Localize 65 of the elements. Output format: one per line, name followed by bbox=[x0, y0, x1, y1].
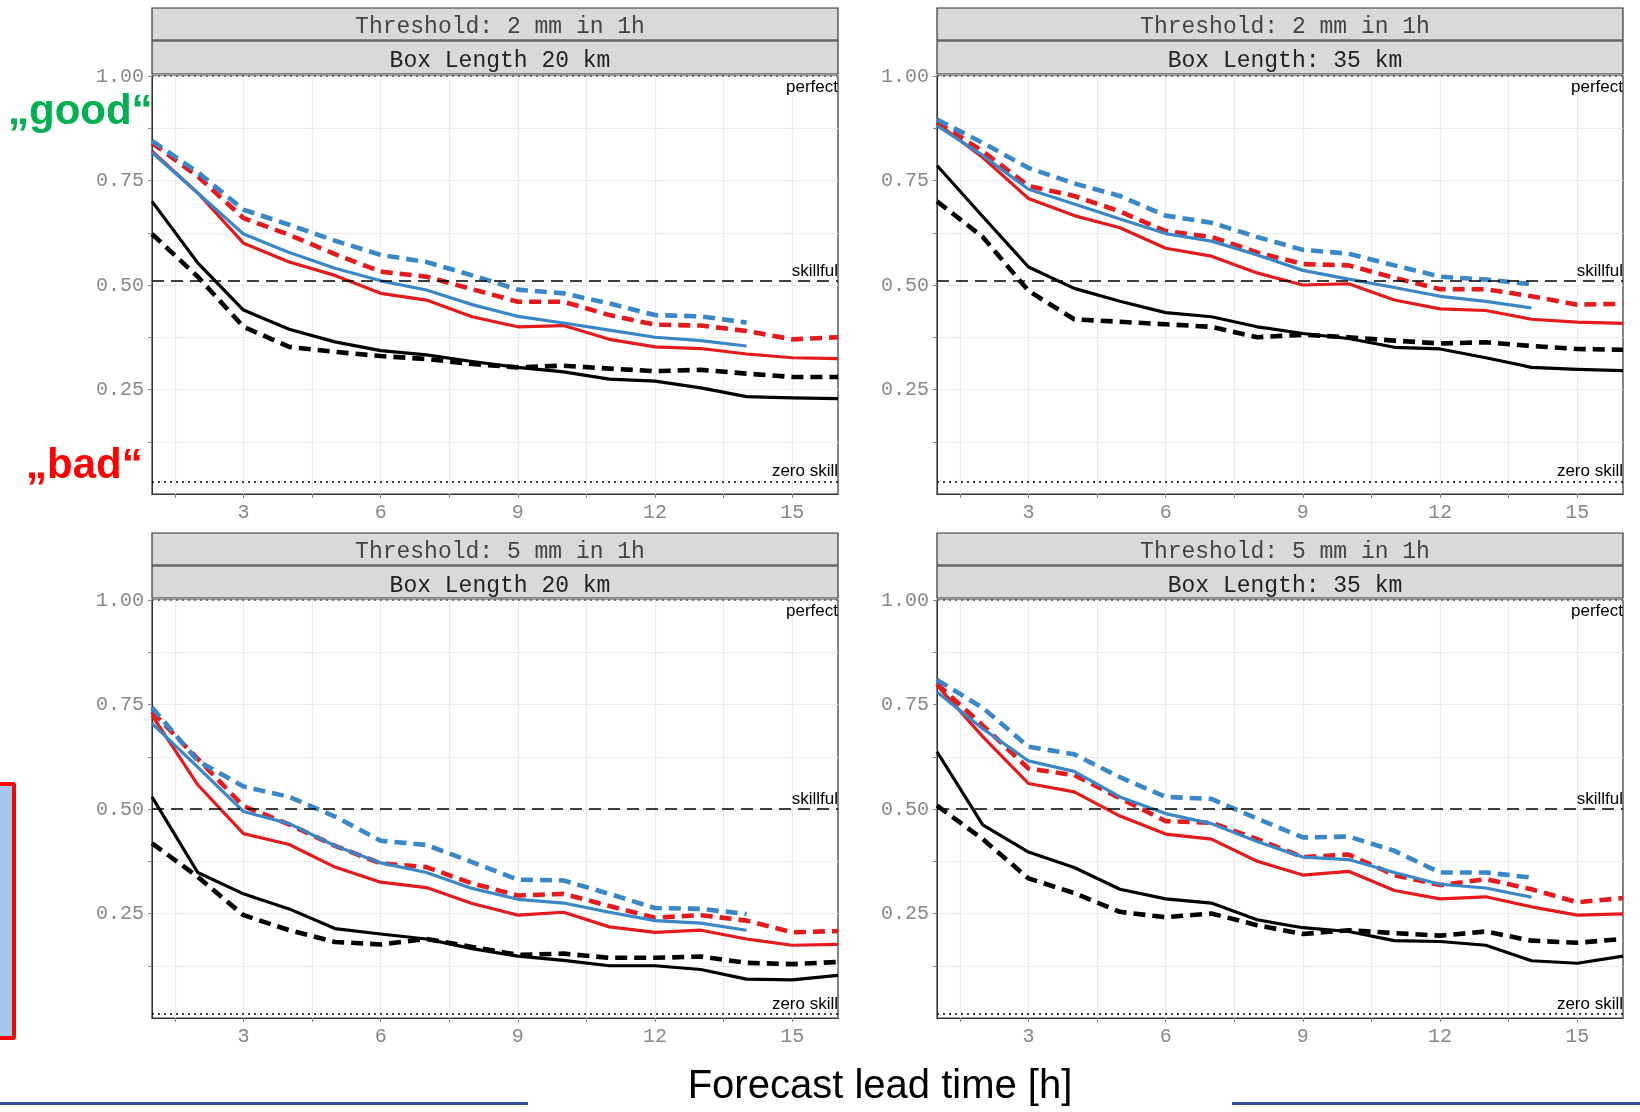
x-tick-label: 6 bbox=[1159, 500, 1172, 524]
line-series bbox=[150, 199, 840, 401]
x-tick-label: 9 bbox=[511, 1024, 524, 1048]
chart-title: Threshold: 2 mm in 1h bbox=[1140, 13, 1430, 40]
line-series bbox=[149, 138, 749, 325]
line-series bbox=[935, 124, 1534, 310]
ref-line-label: zero skill bbox=[771, 461, 838, 481]
x-tick-label: 3 bbox=[1022, 500, 1035, 524]
x-tick-label: 9 bbox=[1296, 500, 1309, 524]
line-series bbox=[935, 750, 1625, 965]
x-tick-label: 3 bbox=[237, 1024, 250, 1048]
y-tick-label: 0.25 bbox=[880, 378, 929, 401]
chart-title: Threshold: 5 mm in 1h bbox=[1140, 538, 1430, 565]
x-tick-label: 15 bbox=[780, 1024, 805, 1048]
y-tick-label: 0.50 bbox=[95, 797, 144, 821]
y-tick-label: 0.50 bbox=[95, 273, 144, 297]
y-tick-label: 1.00 bbox=[880, 64, 929, 88]
x-tick-label: 6 bbox=[374, 500, 387, 524]
line-series bbox=[935, 163, 1625, 373]
y-tick-label: 0.50 bbox=[880, 797, 929, 821]
x-tick-label: 12 bbox=[1428, 500, 1453, 524]
ref-line-label: skillful bbox=[1576, 260, 1623, 280]
chart-subtitle: Box Length 20 km bbox=[389, 572, 611, 599]
ref-line-label: perfect bbox=[786, 601, 839, 620]
ref-line-label: skillful bbox=[791, 260, 838, 280]
y-tick-label: 0.75 bbox=[880, 169, 929, 192]
chart-subtitle: Box Length: 35 km bbox=[1167, 572, 1403, 599]
chart-subtitle: Box Length: 35 km bbox=[1167, 47, 1403, 74]
ref-line-label: zero skill bbox=[1556, 993, 1623, 1013]
y-tick-label: 0.75 bbox=[880, 693, 929, 716]
y-tick-label: 1.00 bbox=[95, 588, 144, 612]
y-tick-label: 0.75 bbox=[95, 169, 144, 192]
y-tick-label: 1.00 bbox=[95, 64, 144, 88]
ref-line-label: zero skill bbox=[1556, 461, 1623, 481]
x-tick-label: 12 bbox=[643, 500, 668, 524]
x-tick-label: 6 bbox=[374, 1024, 387, 1048]
chart-subtitle: Box Length 20 km bbox=[389, 47, 611, 74]
x-tick-label: 9 bbox=[1296, 1024, 1309, 1048]
ref-line-label: skillful bbox=[1576, 789, 1623, 808]
y-tick-label: 0.25 bbox=[95, 378, 144, 401]
chart-title: Threshold: 5 mm in 1h bbox=[355, 538, 645, 565]
text: „bad“ bbox=[26, 439, 143, 487]
y-tick-label: 0.25 bbox=[880, 902, 929, 925]
x-tick-label: 15 bbox=[1565, 1024, 1590, 1048]
ref-line-label: perfect bbox=[1571, 77, 1624, 96]
ref-line-label: skillful bbox=[791, 789, 838, 808]
x-tick-label: 15 bbox=[1565, 500, 1590, 524]
y-tick-label: 0.75 bbox=[95, 693, 144, 716]
x-tick-label: 12 bbox=[1428, 1024, 1453, 1048]
y-tick-label: 0.50 bbox=[880, 273, 929, 297]
annotation: „good“ bbox=[8, 85, 153, 133]
ref-line-label: perfect bbox=[1571, 601, 1624, 620]
x-tick-label: 3 bbox=[237, 500, 250, 524]
line-series bbox=[150, 150, 749, 348]
x-tick-label: 15 bbox=[780, 500, 805, 524]
x-axis-title: Forecast lead time [h] bbox=[686, 1062, 1074, 1107]
y-tick-label: 0.25 bbox=[95, 902, 144, 925]
chart-title: Threshold: 2 mm in 1h bbox=[355, 13, 645, 40]
x-tick-label: 3 bbox=[1022, 1024, 1035, 1048]
x-tick-label: 6 bbox=[1159, 1024, 1172, 1048]
x-tick-label: 9 bbox=[511, 500, 524, 524]
ref-line-label: zero skill bbox=[771, 993, 838, 1013]
x-tick-label: 12 bbox=[643, 1024, 668, 1048]
ref-line-label: perfect bbox=[786, 77, 839, 96]
y-tick-label: 1.00 bbox=[880, 588, 929, 612]
